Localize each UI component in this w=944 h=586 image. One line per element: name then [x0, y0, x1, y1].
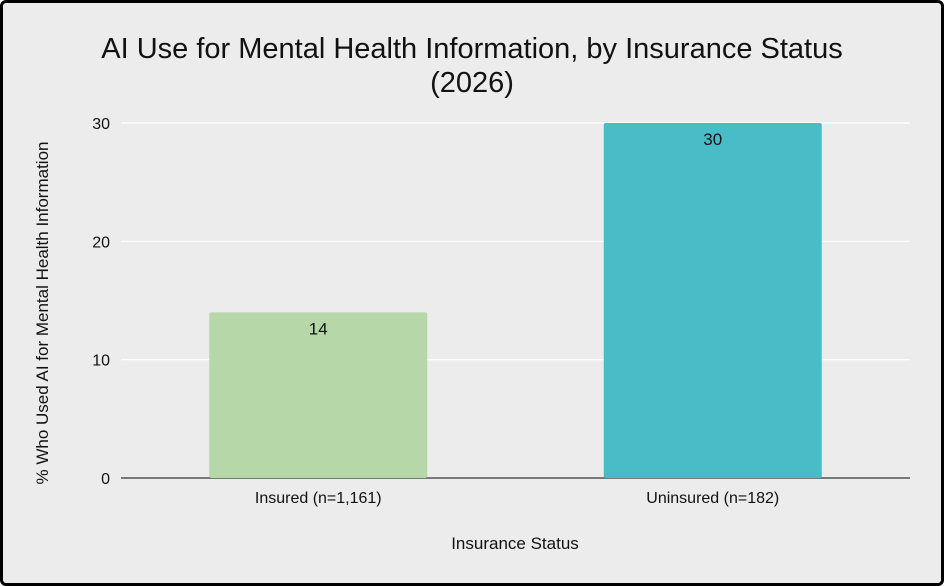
y-axis-ticks: 0 10 20 30: [92, 116, 110, 488]
y-tick-label: 20: [92, 234, 110, 251]
data-label: 30: [703, 130, 722, 149]
y-tick-label: 10: [92, 353, 110, 370]
y-tick-label: 30: [92, 116, 110, 133]
x-axis-ticks: Insured (n=1,161) Uninsured (n=182): [255, 490, 779, 507]
bar-insured: [209, 312, 428, 478]
y-axis-label: % Who Used AI for Mental Health Informat…: [33, 142, 52, 485]
chart-title: AI Use for Mental Health Information, by…: [101, 33, 842, 65]
x-tick-label: Insured (n=1,161): [255, 490, 382, 507]
y-tick-label: 0: [101, 471, 110, 488]
bar-uninsured: [603, 123, 822, 478]
data-label: 14: [309, 319, 328, 338]
x-axis-label: Insurance Status: [451, 534, 579, 553]
bars: 14 30: [209, 123, 822, 478]
x-tick-label: Uninsured (n=182): [646, 490, 779, 507]
chart-subtitle: (2026): [430, 67, 514, 99]
